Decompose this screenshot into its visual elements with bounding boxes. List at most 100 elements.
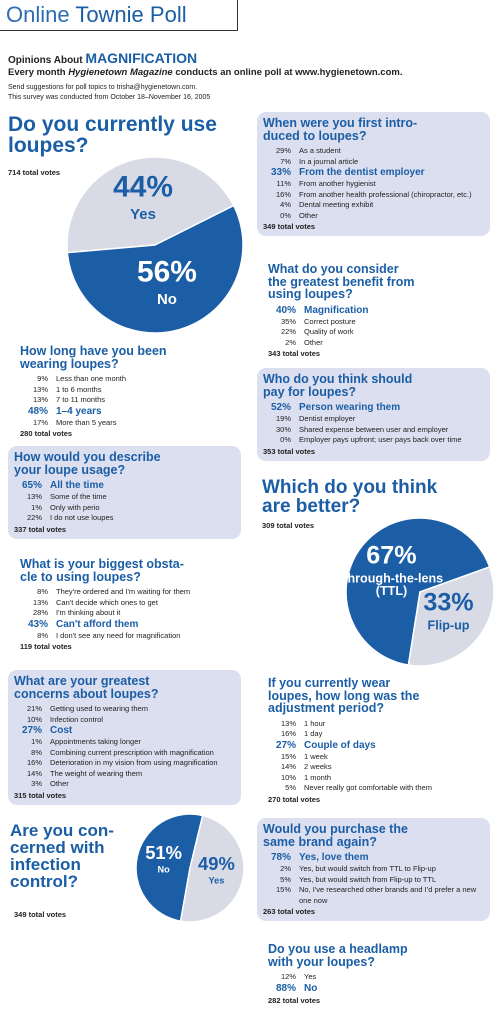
answer-text: More than 5 years (56, 417, 117, 427)
value-label: 51% (145, 842, 182, 863)
answer: 15% No, I've researched other brands and … (263, 885, 484, 906)
question: What is your biggest obsta- cle to using… (20, 557, 184, 584)
percent: 9% (37, 374, 48, 383)
question: What are your greatest concerns about lo… (14, 674, 159, 701)
answer-text: Shared expense between user and employer (299, 424, 449, 434)
answer: 65% All the time (14, 480, 235, 492)
total-votes: 337 total votes (14, 524, 67, 534)
answer: 28% I'm thinking about it (20, 608, 238, 619)
percent: 1% (31, 502, 42, 512)
answer: 35% Correct posture (268, 317, 484, 328)
answer: 5% Yes, but would switch from Flip-up to … (263, 875, 484, 886)
percent: 0% (280, 435, 291, 444)
intro-line: Every month Hygienetown Magazine conduct… (8, 67, 402, 78)
answer-text: 1–4 years (56, 405, 102, 417)
pie-slice (179, 814, 245, 923)
answer: 13% Some of the time (14, 492, 235, 503)
answer: 2% Other (268, 338, 484, 349)
answer-text: Employer pays upfront; user pays back ov… (299, 435, 462, 444)
header-title: Townie Poll (75, 2, 187, 27)
question: Would you purchase the same brand again? (263, 822, 408, 849)
answer: 27% Couple of days (268, 740, 484, 752)
answer: 7% In a journal article (263, 157, 484, 168)
percent: 13% (32, 395, 48, 404)
answer: 8% They're ordered and I'm waiting for th… (20, 587, 238, 598)
percent: 15% (275, 885, 291, 894)
answer-text: Combining current prescription with magn… (50, 747, 214, 757)
answer-text: Person wearing them (299, 402, 401, 413)
answer: 13% 7 to 11 months (20, 395, 236, 406)
question: What do you consider the greatest benefi… (268, 262, 415, 301)
percent: 43% (27, 618, 48, 630)
answer-text: Appointments taking longer (50, 737, 141, 746)
answer-text: Dentist employer (299, 414, 356, 423)
slice-label: Yes (209, 876, 225, 886)
answer: 16% From another health professional (chi… (263, 190, 484, 201)
heading-a: Opinions About (8, 55, 83, 66)
poll: Would you purchase the same brand again?… (257, 818, 490, 921)
answer-text: 1 to 6 months (56, 384, 102, 394)
answer-text: 1 month (304, 772, 332, 782)
answer: 13% 1 to 6 months (20, 385, 236, 396)
answer-text: Other (50, 779, 69, 788)
answer-text: Other (304, 337, 323, 347)
percent: 16% (26, 758, 42, 767)
percent: 10% (280, 772, 296, 782)
answer: 88% No (268, 983, 484, 995)
pie-slice (345, 517, 491, 666)
answer: 27% Cost (14, 725, 235, 737)
percent: 48% (27, 405, 48, 417)
answer-text: Infection control (50, 714, 103, 724)
answer-text: From another hygienist (299, 179, 376, 188)
pie-slice (135, 813, 204, 923)
percent: 27% (275, 739, 296, 751)
answer: 4% Dental meeting exhibit (263, 200, 484, 211)
answer-text: 1 day (304, 729, 323, 738)
total-votes: 280 total votes (20, 429, 73, 438)
answer: 12% Yes (268, 972, 484, 983)
intro-heading: Opinions About MAGNIFICATION (8, 50, 197, 66)
total-votes: 309 total votes (262, 521, 315, 530)
answer: 21% Getting used to wearing them (14, 704, 235, 715)
question: If you currently wear loupes, how long w… (268, 676, 420, 715)
answer-text: Some of the time (50, 492, 107, 501)
percent: 5% (285, 783, 296, 792)
answer-text: In a journal article (299, 156, 359, 166)
slice-label: No (157, 865, 170, 875)
percent: 21% (26, 704, 42, 713)
percent: 13% (280, 718, 296, 728)
answer-text: Other (299, 210, 318, 220)
value-label: 56% (137, 255, 197, 288)
percent: 88% (275, 982, 296, 994)
answer-text: Yes (304, 972, 317, 981)
percent: 16% (275, 189, 291, 199)
answer-text: Yes, but would switch from TTL to Flip-u… (299, 864, 436, 873)
answer-text: Yes, but would switch from Flip-up to TT… (299, 874, 437, 884)
slice-label: Yes (130, 206, 156, 223)
percent: 2% (280, 864, 291, 873)
percent: 13% (32, 384, 48, 394)
answer-text: Can't afford them (56, 618, 139, 630)
answer: 5% Never really got comfortable with them (268, 783, 484, 794)
answer-text: 2 weeks (304, 762, 332, 771)
answer: 43% Can't afford them (20, 619, 238, 631)
answer: 78% Yes, love them (263, 852, 484, 864)
poll: If you currently wear loupes, how long w… (262, 672, 490, 809)
answer: 11% From another hygienist (263, 179, 484, 190)
poll: What do you consider the greatest benefi… (262, 258, 490, 363)
rule (237, 0, 238, 31)
poll-title: Do you currently use loupes? (8, 113, 217, 157)
answer-text: Never really got comfortable with them (304, 783, 432, 792)
answer-text: Magnification (304, 304, 369, 316)
answer-text: From the dentist employer (299, 167, 425, 178)
answer: 3% Other (14, 779, 235, 790)
percent: 4% (280, 200, 291, 209)
percent: 14% (26, 768, 42, 778)
percent: 5% (280, 874, 291, 884)
answer-text: 1 hour (304, 718, 326, 728)
header: Online Townie Poll (6, 2, 187, 28)
answer-text: I don't see any need for magnification (56, 630, 181, 640)
poll: Do you use a headlamp with your loupes? 1… (262, 938, 490, 1010)
answer: 52% Person wearing them (263, 402, 484, 414)
